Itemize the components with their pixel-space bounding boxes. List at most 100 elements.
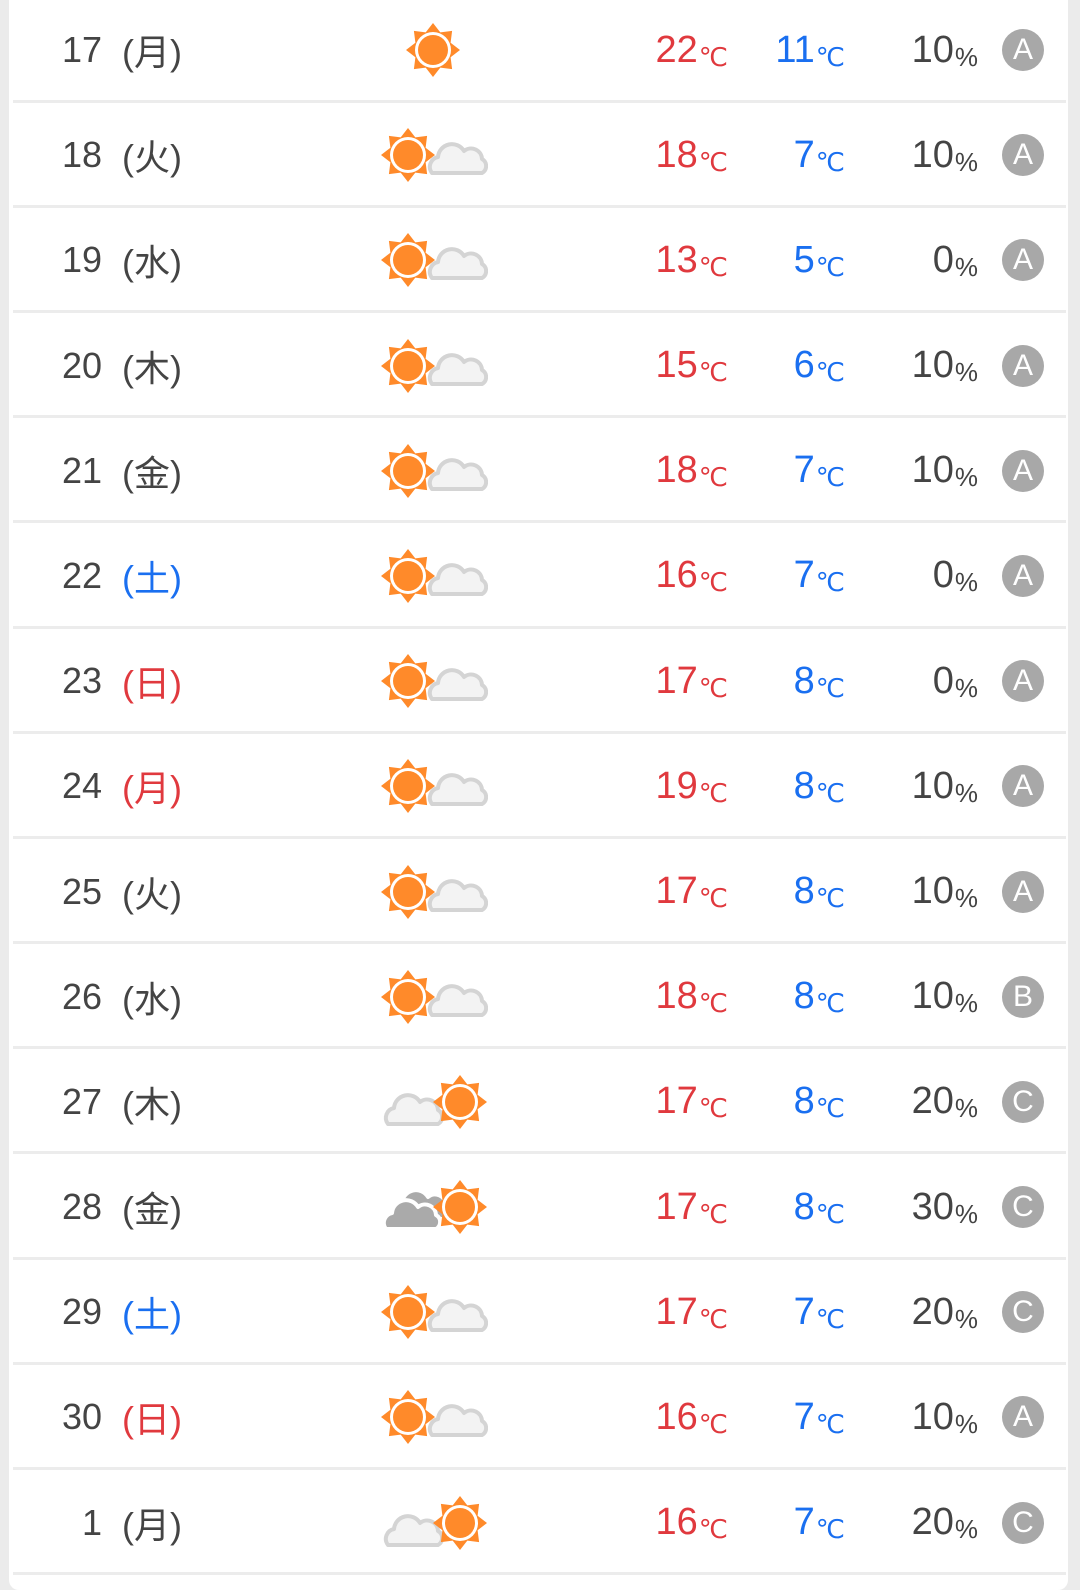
forecast-row[interactable]: 30 (日) 16 ℃ 7 ℃ 10% A <box>0 1365 1080 1471</box>
row-divider <box>13 204 1066 208</box>
precip-chance: 10% <box>912 418 978 523</box>
precip-value: 0 <box>932 238 954 281</box>
day-number: 27 <box>61 1080 102 1122</box>
weekday-label: (土) <box>122 557 182 599</box>
temp-unit: ℃ <box>698 462 728 493</box>
reliability-badge: B <box>1002 975 1044 1018</box>
precip-value: 10 <box>911 1395 954 1438</box>
sun-then-cloud-weather-icon <box>378 336 489 396</box>
precip-unit: % <box>954 357 978 388</box>
temp-unit: ℃ <box>815 1303 845 1334</box>
precip-value: 30 <box>911 1185 954 1228</box>
sun-weather-icon <box>378 20 488 80</box>
day-number: 20 <box>61 344 102 386</box>
precip-unit: % <box>954 672 978 703</box>
low-temp-value: 6 <box>793 344 815 387</box>
precip-unit: % <box>954 1303 978 1334</box>
weekday-label: (木) <box>122 347 182 389</box>
precip-chance: 10% <box>912 839 978 944</box>
low-temp: 8 ℃ <box>794 1049 845 1154</box>
weekday-label: (土) <box>122 1294 182 1336</box>
precip-unit: % <box>954 462 978 493</box>
forecast-row[interactable]: 17 (月) 22 ℃ 11 ℃ 10% A <box>0 0 1080 103</box>
high-temp: 15 ℃ <box>656 313 728 418</box>
weekday-label: (月) <box>122 1504 182 1546</box>
row-divider <box>13 1467 1066 1471</box>
precip-chance: 10% <box>912 0 978 103</box>
forecast-row[interactable]: 20 (木) 15 ℃ 6 ℃ 10% A <box>0 313 1080 419</box>
low-temp: 8 ℃ <box>794 629 845 734</box>
forecast-row[interactable]: 18 (火) 18 ℃ 7 ℃ 10% A <box>0 103 1080 208</box>
precip-value: 10 <box>911 870 954 912</box>
high-temp: 17 ℃ <box>656 1049 728 1154</box>
high-temp-value: 16 <box>655 554 698 597</box>
row-divider <box>13 1046 1066 1050</box>
weekday-label: (火) <box>122 873 182 915</box>
temp-unit: ℃ <box>815 1408 845 1439</box>
high-temp-value: 17 <box>655 1185 698 1228</box>
forecast-row[interactable]: 1 (月) 16 ℃ 7 ℃ 20% C <box>0 1470 1080 1576</box>
day-number: 23 <box>61 660 102 702</box>
low-temp-value: 7 <box>793 554 815 597</box>
reliability-badge: A <box>1002 660 1044 703</box>
temp-unit: ℃ <box>815 777 845 808</box>
day-number: 28 <box>61 1186 102 1228</box>
low-temp-value: 8 <box>793 1080 815 1123</box>
low-temp-value: 7 <box>793 1290 815 1333</box>
forecast-row[interactable]: 24 (月) 19 ℃ 8 ℃ 10% A <box>0 734 1080 839</box>
forecast-row[interactable]: 19 (水) 13 ℃ 5 ℃ 0% A <box>0 208 1080 313</box>
temp-unit: ℃ <box>698 1303 728 1334</box>
precip-unit: % <box>954 146 978 177</box>
forecast-row[interactable]: 25 (火) 17 ℃ 8 ℃ 10% A <box>0 839 1080 945</box>
low-temp: 7 ℃ <box>794 418 845 523</box>
forecast-row[interactable]: 29 (土) 17 ℃ 7 ℃ 20% C <box>0 1260 1080 1365</box>
forecast-row[interactable]: 22 (土) 16 ℃ 7 ℃ 0% A <box>0 523 1080 629</box>
day-number: 30 <box>61 1396 102 1438</box>
temp-unit: ℃ <box>698 988 728 1019</box>
forecast-row[interactable]: 28 (金) 17 ℃ 8 ℃ 30% C <box>0 1154 1080 1260</box>
temp-unit: ℃ <box>815 1514 845 1545</box>
high-temp: 16 ℃ <box>656 1365 728 1470</box>
low-temp-value: 8 <box>793 975 815 1018</box>
reliability-badge: A <box>1002 134 1044 177</box>
day-number: 22 <box>61 554 102 596</box>
precip-value: 10 <box>911 344 954 387</box>
low-temp: 8 ℃ <box>794 944 845 1049</box>
weekday-label: (日) <box>122 1399 182 1441</box>
temp-unit: ℃ <box>698 146 728 177</box>
row-divider <box>13 99 1066 103</box>
precip-chance: 20% <box>912 1049 978 1154</box>
temp-unit: ℃ <box>698 1514 728 1545</box>
high-temp: 17 ℃ <box>656 1260 728 1365</box>
low-temp-value: 7 <box>793 1395 815 1438</box>
sun-then-cloud-weather-icon <box>378 125 489 185</box>
forecast-row[interactable]: 23 (日) 17 ℃ 8 ℃ 0% A <box>0 629 1080 734</box>
forecast-row[interactable]: 21 (金) 18 ℃ 7 ℃ 10% A <box>0 418 1080 524</box>
temp-unit: ℃ <box>815 567 845 598</box>
precip-unit: % <box>954 251 978 282</box>
sun-then-cloud-weather-icon <box>378 546 489 606</box>
precip-chance: 20% <box>912 1260 978 1365</box>
forecast-row[interactable]: 26 (水) 18 ℃ 8 ℃ 10% B <box>0 944 1080 1050</box>
high-temp-value: 17 <box>655 1080 698 1123</box>
low-temp: 7 ℃ <box>794 1260 845 1365</box>
high-temp-value: 13 <box>655 238 698 281</box>
reliability-badge: C <box>1002 1501 1044 1544</box>
precip-unit: % <box>954 41 978 72</box>
low-temp-value: 8 <box>793 764 815 807</box>
low-temp: 7 ℃ <box>794 523 845 628</box>
sun-then-cloud-weather-icon <box>378 651 489 711</box>
forecast-row[interactable]: 27 (木) 17 ℃ 8 ℃ 20% C <box>0 1049 1080 1155</box>
low-temp: 7 ℃ <box>794 103 845 208</box>
precip-chance: 10% <box>912 313 978 418</box>
high-temp-value: 18 <box>655 133 698 176</box>
reliability-badge: A <box>1002 344 1044 387</box>
low-temp: 8 ℃ <box>794 734 845 839</box>
low-temp: 7 ℃ <box>794 1470 845 1575</box>
high-temp: 16 ℃ <box>656 523 728 628</box>
low-temp: 8 ℃ <box>794 839 845 944</box>
precip-unit: % <box>954 777 978 808</box>
reliability-badge: C <box>1002 1291 1044 1334</box>
temp-unit: ℃ <box>815 672 845 703</box>
